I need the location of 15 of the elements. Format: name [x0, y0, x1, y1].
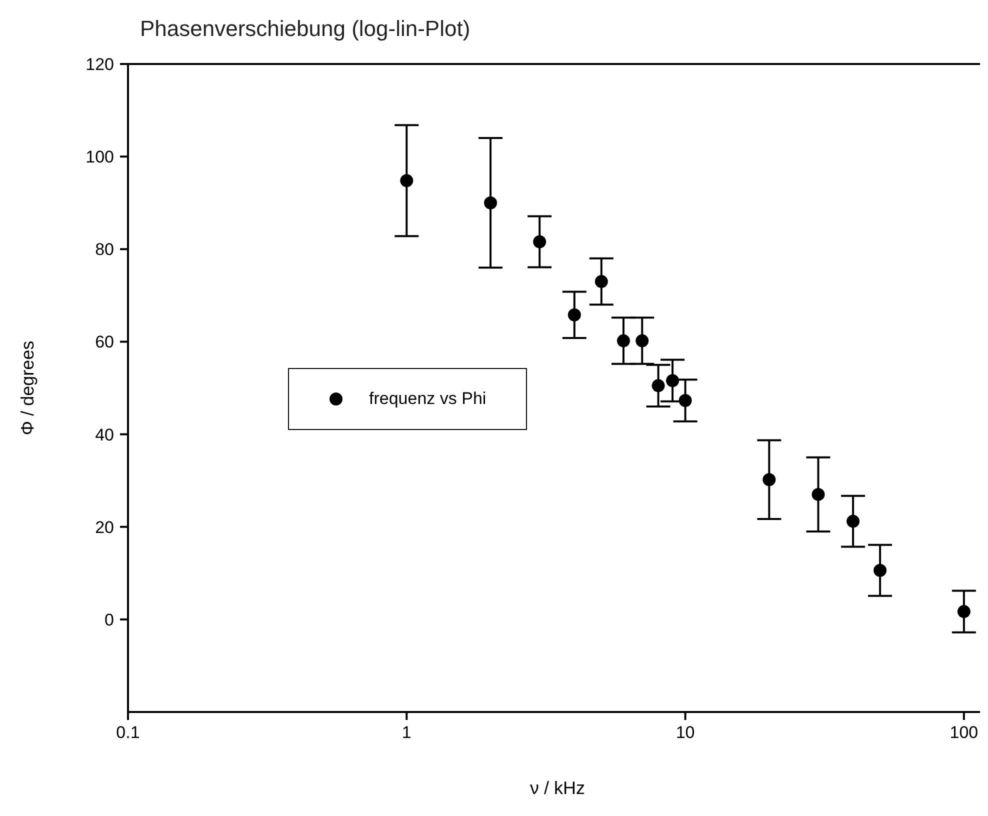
- y-tick-label: 120: [86, 55, 114, 74]
- x-tick-label: 10: [676, 723, 695, 742]
- x-tick-label: 100: [950, 723, 978, 742]
- x-tick-label: 0.1: [116, 723, 140, 742]
- y-tick-label: 80: [95, 240, 114, 260]
- chart-title: Phasenverschiebung (log-lin-Plot): [140, 16, 470, 41]
- x-tick-label: 1: [402, 723, 412, 742]
- y-tick-label: 0: [104, 610, 114, 630]
- y-tick-label: 40: [95, 425, 114, 444]
- y-tick-label: 60: [95, 332, 114, 352]
- y-tick-label: 20: [95, 518, 114, 537]
- x-axis-title: ν / kHz: [530, 778, 585, 798]
- legend-label: frequenz vs Phi: [369, 389, 486, 409]
- y-axis-title: Φ / degrees: [18, 340, 38, 436]
- y-tick-label: 100: [86, 148, 114, 167]
